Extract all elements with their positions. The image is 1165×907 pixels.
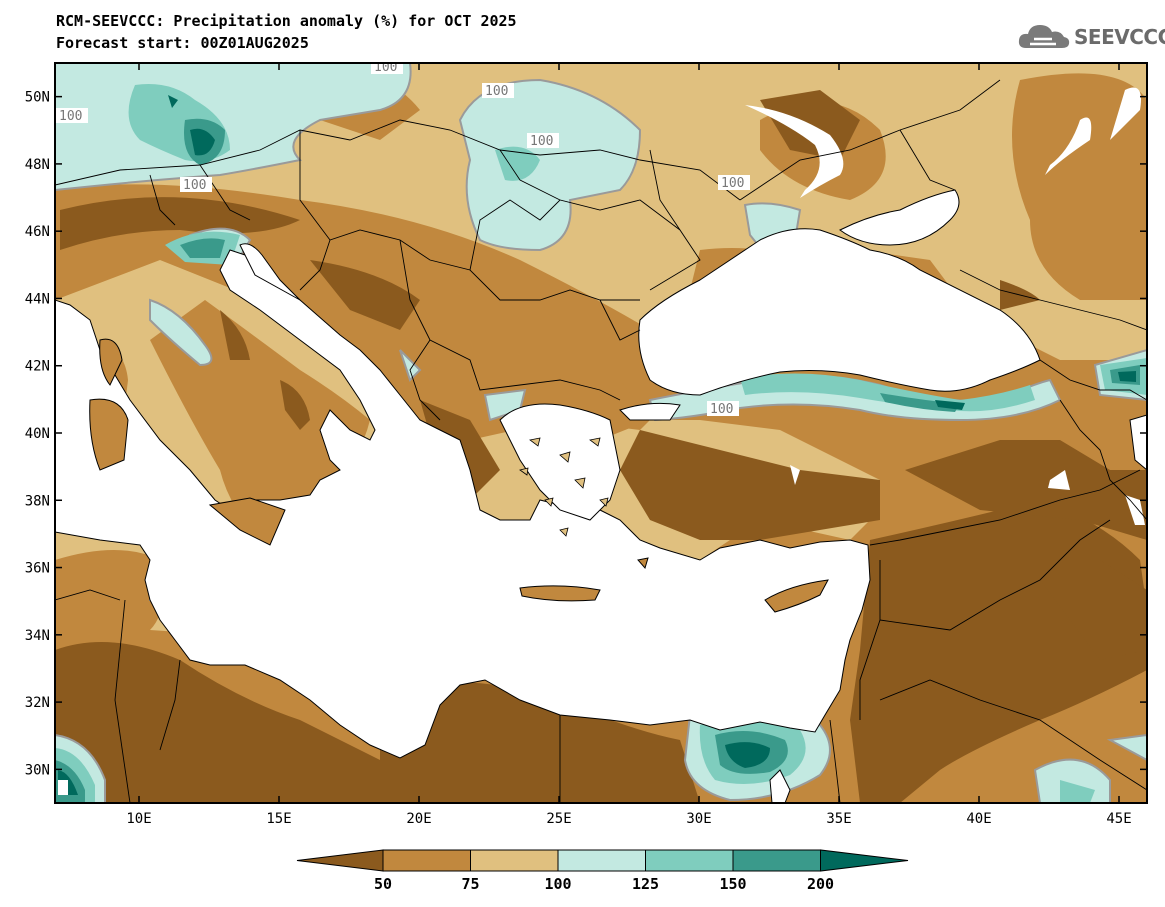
contour-label: 100 <box>721 176 744 191</box>
crete <box>519 585 601 602</box>
sicily <box>208 497 286 546</box>
logo-text: SEEVCCC <box>1074 25 1165 49</box>
gulf-of-suez <box>769 769 791 803</box>
lat-tick-label: 44N <box>25 291 50 307</box>
black-sea <box>638 228 1041 396</box>
lat-tick-label: 48N <box>25 157 50 173</box>
lat-tick-label: 50N <box>25 90 50 106</box>
lat-tick-label: 42N <box>25 359 50 375</box>
islands <box>89 338 829 613</box>
rhodes <box>637 557 649 570</box>
colorbar-box <box>470 849 559 872</box>
colorbar-box <box>382 849 471 872</box>
lat-tick-label: 40N <box>25 426 50 442</box>
lon-tick-label: 40E <box>966 811 991 827</box>
lat-tick-label: 34N <box>25 628 50 644</box>
forecast-start: Forecast start: 00Z01AUG2025 <box>56 34 309 52</box>
lon-tick-label: 30E <box>686 811 711 827</box>
lon-tick-label: 35E <box>826 811 851 827</box>
latitude-axis: 50N 48N 46N 44N 42N 40N 38N 36N 34N 32N 30N <box>25 90 1147 778</box>
sea-of-marmara <box>619 402 681 421</box>
colorbar-high-arrow <box>820 849 909 872</box>
map-field: 100 100 100 100 100 100 100 <box>55 60 1147 803</box>
colorbar-low-arrow <box>296 849 384 872</box>
colorbar-label: 50 <box>374 875 392 893</box>
north-adriatic <box>239 243 301 301</box>
lon-tick-label: 45E <box>1106 811 1131 827</box>
longitude-axis: 10E 15E 20E 25E 30E 35E 40E 45E <box>126 63 1132 827</box>
colorbar-label: 200 <box>807 875 834 893</box>
contour-label: 100 <box>530 134 553 149</box>
colorbar-box <box>645 849 734 872</box>
lon-tick-label: 20E <box>406 811 431 827</box>
sardinia <box>89 398 129 471</box>
contour-label: 100 <box>183 178 206 193</box>
sea-of-azov <box>839 189 960 246</box>
field-below-50 <box>55 90 1147 803</box>
corsica <box>99 338 123 386</box>
lon-tick-label: 15E <box>266 811 291 827</box>
contour-label: 100 <box>710 402 733 417</box>
aegean-islands <box>519 437 609 537</box>
seevccc-logo: SEEVCCC <box>1016 20 1165 56</box>
contour-label: 100 <box>485 84 508 99</box>
colorbar: 50 75 100 125 150 200 <box>296 849 909 893</box>
colorbar-label: 100 <box>544 875 571 893</box>
contour-labels: 100 100 100 100 100 100 100 <box>56 60 750 417</box>
sea-areas <box>55 189 1147 803</box>
missing-data-patches <box>58 87 1145 795</box>
colorbar-box <box>557 849 646 872</box>
country-borders <box>55 79 1147 803</box>
lat-tick-label: 32N <box>25 695 50 711</box>
lat-tick-label: 30N <box>25 762 50 778</box>
lon-tick-label: 25E <box>546 811 571 827</box>
aegean-sea <box>499 403 621 521</box>
colorbar-box <box>732 849 821 872</box>
lat-tick-label: 46N <box>25 224 50 240</box>
caspian-edge <box>1129 414 1147 471</box>
colorbar-label: 150 <box>719 875 746 893</box>
contour-label: 100 <box>374 60 397 75</box>
colorbar-label: 125 <box>632 875 659 893</box>
lat-tick-label: 36N <box>25 561 50 577</box>
lon-tick-label: 10E <box>126 811 151 827</box>
chart-title: RCM-SEEVCCC: Precipitation anomaly (%) f… <box>56 12 517 30</box>
colorbar-label: 75 <box>461 875 479 893</box>
cloud-icon <box>1018 25 1070 48</box>
contour-label: 100 <box>59 109 82 124</box>
lat-tick-label: 38N <box>25 493 50 509</box>
cyprus <box>764 579 829 613</box>
